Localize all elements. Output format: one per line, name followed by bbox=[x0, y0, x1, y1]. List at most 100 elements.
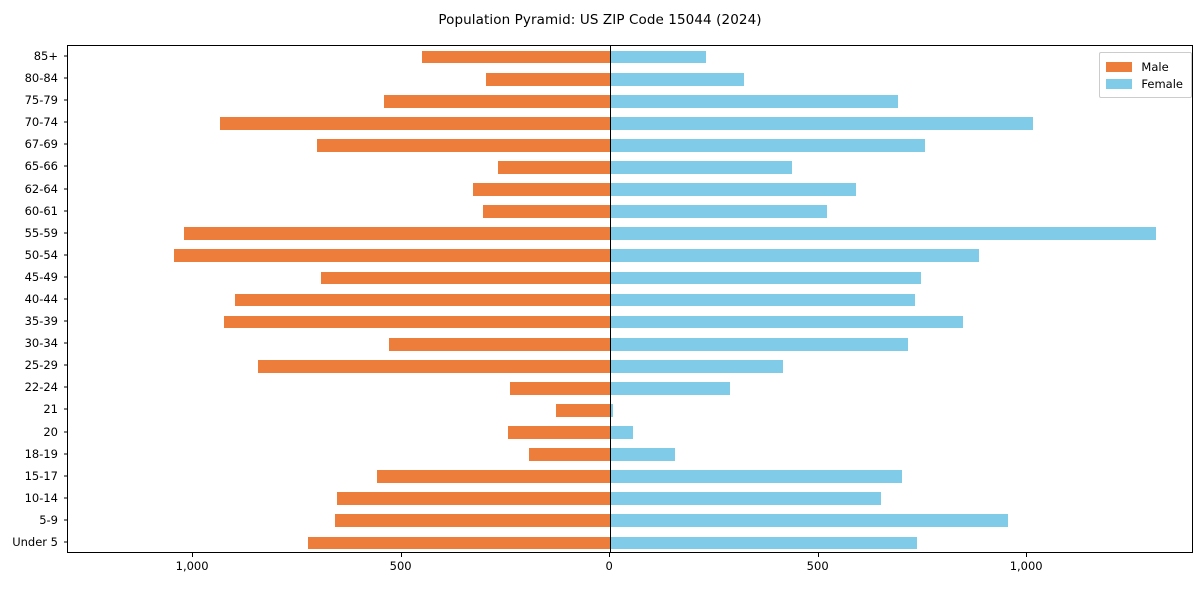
zero-reference-line bbox=[610, 46, 612, 552]
y-tick-mark bbox=[63, 342, 67, 344]
bar-male[interactable] bbox=[389, 337, 611, 351]
pyramid-row bbox=[68, 426, 1192, 439]
pyramid-row bbox=[68, 271, 1192, 285]
bar-male[interactable] bbox=[234, 293, 611, 307]
bar-male[interactable] bbox=[555, 404, 611, 417]
legend-item[interactable]: Male bbox=[1106, 58, 1183, 75]
pyramid-row bbox=[68, 514, 1192, 528]
y-tick-mark bbox=[63, 232, 67, 234]
bar-male[interactable] bbox=[510, 381, 611, 395]
pyramid-row bbox=[68, 249, 1192, 263]
bar-female[interactable] bbox=[610, 381, 731, 395]
y-axis: 85+ 80-84 75-79 70-74 67-69 65-66 62-64 60-61 55… bbox=[0, 45, 67, 553]
bar-male[interactable] bbox=[220, 116, 611, 130]
y-tick-label: 35-39 bbox=[24, 314, 58, 329]
bar-male[interactable] bbox=[421, 50, 611, 64]
y-tick-label: 80-84 bbox=[24, 71, 58, 86]
pyramid-row bbox=[68, 72, 1192, 86]
bar-female[interactable] bbox=[610, 271, 921, 285]
bar-male[interactable] bbox=[184, 227, 611, 241]
chart-title: Population Pyramid: US ZIP Code 15044 (2… bbox=[438, 12, 762, 28]
bar-male[interactable] bbox=[307, 536, 611, 550]
bar-female[interactable] bbox=[610, 426, 634, 439]
x-tick-mark bbox=[1026, 553, 1028, 557]
bar-female[interactable] bbox=[610, 448, 675, 461]
bar-male[interactable] bbox=[257, 359, 611, 373]
bar-female[interactable] bbox=[610, 116, 1034, 130]
y-tick-label: 70-74 bbox=[24, 115, 58, 130]
legend-swatch bbox=[1106, 61, 1133, 72]
bar-male[interactable] bbox=[224, 315, 611, 329]
y-tick-label: 45-49 bbox=[24, 269, 58, 284]
bar-female[interactable] bbox=[610, 514, 1009, 528]
bar-male[interactable] bbox=[472, 183, 611, 196]
x-tick-mark bbox=[400, 553, 402, 557]
legend-label: Male bbox=[1141, 59, 1169, 74]
bar-male[interactable] bbox=[376, 470, 611, 484]
bar-female[interactable] bbox=[610, 161, 792, 174]
bar-female[interactable] bbox=[610, 227, 1157, 241]
bar-male[interactable] bbox=[173, 249, 611, 263]
y-tick-mark bbox=[63, 519, 67, 521]
y-tick-mark bbox=[63, 497, 67, 499]
bar-female[interactable] bbox=[610, 94, 898, 108]
bar-male[interactable] bbox=[336, 492, 611, 506]
bar-female[interactable] bbox=[610, 492, 882, 506]
bars-layer bbox=[68, 46, 1192, 552]
pyramid-row bbox=[68, 536, 1192, 550]
y-tick-mark bbox=[63, 541, 67, 543]
bar-female[interactable] bbox=[610, 249, 980, 263]
bar-male[interactable] bbox=[507, 426, 611, 439]
bar-female[interactable] bbox=[610, 138, 925, 152]
bar-female[interactable] bbox=[610, 205, 827, 219]
pyramid-row bbox=[68, 50, 1192, 64]
legend-item[interactable]: Female bbox=[1106, 75, 1183, 92]
bar-female[interactable] bbox=[610, 293, 915, 307]
y-tick-mark bbox=[63, 408, 67, 410]
bar-male[interactable] bbox=[498, 161, 611, 174]
y-tick-mark bbox=[63, 276, 67, 278]
legend-swatch bbox=[1106, 78, 1133, 89]
pyramid-row bbox=[68, 116, 1192, 130]
bar-female[interactable] bbox=[610, 183, 857, 196]
bar-female[interactable] bbox=[610, 470, 903, 484]
pyramid-row bbox=[68, 315, 1192, 329]
y-tick-mark bbox=[63, 298, 67, 300]
bar-male[interactable] bbox=[528, 448, 611, 461]
x-axis: 1,000 500 0 500 1,000 bbox=[67, 553, 1193, 593]
bar-male[interactable] bbox=[483, 205, 611, 219]
bar-female[interactable] bbox=[610, 359, 784, 373]
bar-female[interactable] bbox=[610, 72, 744, 86]
pyramid-row bbox=[68, 404, 1192, 417]
chart-legend: Male Female bbox=[1099, 52, 1192, 98]
bar-male[interactable] bbox=[485, 72, 611, 86]
bar-male[interactable] bbox=[317, 138, 611, 152]
y-tick-label: 40-44 bbox=[24, 292, 58, 306]
bar-female[interactable] bbox=[610, 315, 963, 329]
x-tick-label: 1,000 bbox=[1009, 559, 1043, 573]
bar-female[interactable] bbox=[610, 404, 614, 417]
bar-female[interactable] bbox=[610, 50, 706, 64]
pyramid-row bbox=[68, 94, 1192, 108]
bar-male[interactable] bbox=[384, 94, 611, 108]
y-tick-label: 65-66 bbox=[24, 159, 58, 174]
y-tick-mark bbox=[63, 386, 67, 388]
y-tick-mark bbox=[63, 143, 67, 145]
x-tick-mark bbox=[817, 553, 819, 557]
y-tick-label: Under 5 bbox=[12, 534, 58, 549]
x-tick-mark bbox=[609, 553, 611, 557]
y-tick-mark bbox=[63, 254, 67, 256]
y-tick-mark bbox=[63, 99, 67, 101]
bar-male[interactable] bbox=[334, 514, 611, 528]
y-tick-label: 22-24 bbox=[24, 380, 58, 395]
y-tick-label: 15-17 bbox=[24, 468, 58, 483]
y-tick-mark bbox=[63, 431, 67, 433]
bar-male[interactable] bbox=[321, 271, 611, 285]
y-tick-label: 50-54 bbox=[24, 247, 58, 262]
bar-female[interactable] bbox=[610, 337, 909, 351]
bar-female[interactable] bbox=[610, 536, 917, 550]
pyramid-row bbox=[68, 448, 1192, 461]
y-tick-mark bbox=[63, 121, 67, 123]
x-tick-label: 1,000 bbox=[175, 559, 209, 573]
pyramid-row bbox=[68, 470, 1192, 484]
